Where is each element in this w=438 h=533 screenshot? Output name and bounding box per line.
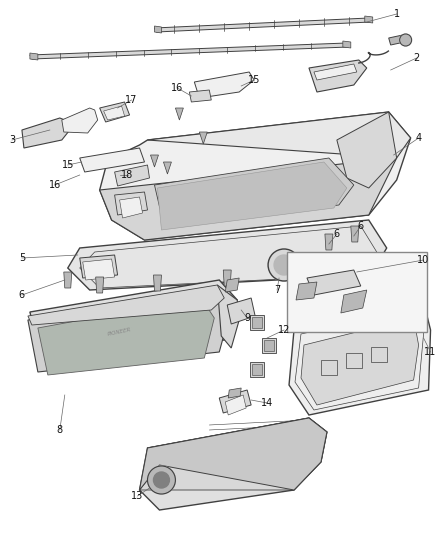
Polygon shape [189, 90, 211, 102]
Polygon shape [158, 162, 347, 230]
Polygon shape [163, 162, 171, 174]
Polygon shape [100, 158, 397, 240]
Text: 7: 7 [274, 285, 280, 295]
Polygon shape [80, 148, 145, 172]
Polygon shape [289, 302, 431, 415]
Polygon shape [148, 418, 327, 462]
Polygon shape [83, 259, 115, 280]
Polygon shape [250, 362, 264, 377]
Polygon shape [219, 390, 251, 413]
Polygon shape [262, 338, 276, 353]
Polygon shape [22, 118, 70, 148]
Polygon shape [389, 35, 405, 45]
Polygon shape [175, 108, 184, 120]
Polygon shape [194, 72, 254, 98]
Circle shape [274, 255, 294, 275]
Polygon shape [140, 462, 321, 490]
Polygon shape [325, 234, 333, 250]
Text: 1: 1 [394, 9, 400, 19]
Polygon shape [62, 108, 98, 133]
Polygon shape [68, 220, 387, 290]
Polygon shape [321, 360, 337, 375]
Polygon shape [309, 60, 367, 92]
Text: 6: 6 [334, 229, 340, 239]
Text: 10: 10 [417, 255, 430, 265]
Polygon shape [314, 64, 357, 80]
Bar [287, 252, 427, 332]
Polygon shape [153, 275, 162, 291]
Polygon shape [225, 395, 246, 415]
Polygon shape [337, 112, 397, 188]
Polygon shape [28, 288, 231, 372]
Polygon shape [341, 290, 367, 313]
Polygon shape [140, 418, 327, 510]
Polygon shape [155, 26, 162, 33]
Polygon shape [120, 197, 142, 218]
Text: 12: 12 [278, 325, 290, 335]
Text: 17: 17 [125, 95, 138, 105]
Polygon shape [346, 353, 362, 368]
Polygon shape [80, 255, 117, 278]
Polygon shape [28, 285, 224, 325]
Circle shape [153, 472, 170, 488]
Circle shape [148, 466, 175, 494]
Polygon shape [64, 272, 72, 288]
Polygon shape [199, 132, 207, 144]
Polygon shape [223, 270, 231, 286]
Polygon shape [30, 43, 349, 59]
Polygon shape [151, 155, 159, 167]
Text: 16: 16 [171, 83, 184, 93]
Text: 11: 11 [424, 347, 437, 357]
Text: 2: 2 [413, 53, 420, 63]
Text: 6: 6 [358, 221, 364, 231]
Polygon shape [155, 18, 371, 32]
Polygon shape [307, 270, 361, 295]
Text: 3: 3 [9, 135, 15, 145]
Text: 9: 9 [244, 313, 250, 323]
Polygon shape [115, 192, 148, 215]
Polygon shape [30, 280, 237, 360]
Text: 14: 14 [261, 398, 273, 408]
Polygon shape [250, 315, 264, 330]
Polygon shape [30, 53, 38, 60]
Text: 8: 8 [57, 425, 63, 435]
Text: PIONEER: PIONEER [107, 327, 132, 337]
Polygon shape [351, 226, 359, 242]
Polygon shape [301, 318, 419, 405]
Text: 15: 15 [62, 160, 74, 170]
Polygon shape [104, 106, 124, 120]
Polygon shape [365, 16, 373, 23]
Circle shape [268, 249, 300, 281]
Polygon shape [371, 347, 387, 362]
Polygon shape [227, 298, 255, 324]
Polygon shape [115, 165, 149, 186]
Text: 18: 18 [121, 170, 134, 180]
Circle shape [399, 34, 412, 46]
Polygon shape [252, 317, 262, 328]
Polygon shape [155, 158, 354, 228]
Text: 15: 15 [248, 75, 260, 85]
Polygon shape [296, 282, 317, 300]
Polygon shape [38, 298, 214, 375]
Polygon shape [343, 41, 351, 48]
Polygon shape [95, 277, 104, 293]
Polygon shape [217, 285, 239, 348]
Polygon shape [264, 340, 274, 351]
Polygon shape [140, 418, 327, 490]
Text: 5: 5 [19, 253, 25, 263]
Polygon shape [100, 102, 130, 122]
Text: 13: 13 [131, 491, 144, 501]
Text: 16: 16 [49, 180, 61, 190]
Polygon shape [252, 364, 262, 375]
Polygon shape [148, 112, 410, 158]
Polygon shape [100, 112, 410, 240]
Text: 6: 6 [19, 290, 25, 300]
Polygon shape [228, 388, 241, 398]
Polygon shape [225, 278, 239, 292]
Text: 4: 4 [416, 133, 422, 143]
